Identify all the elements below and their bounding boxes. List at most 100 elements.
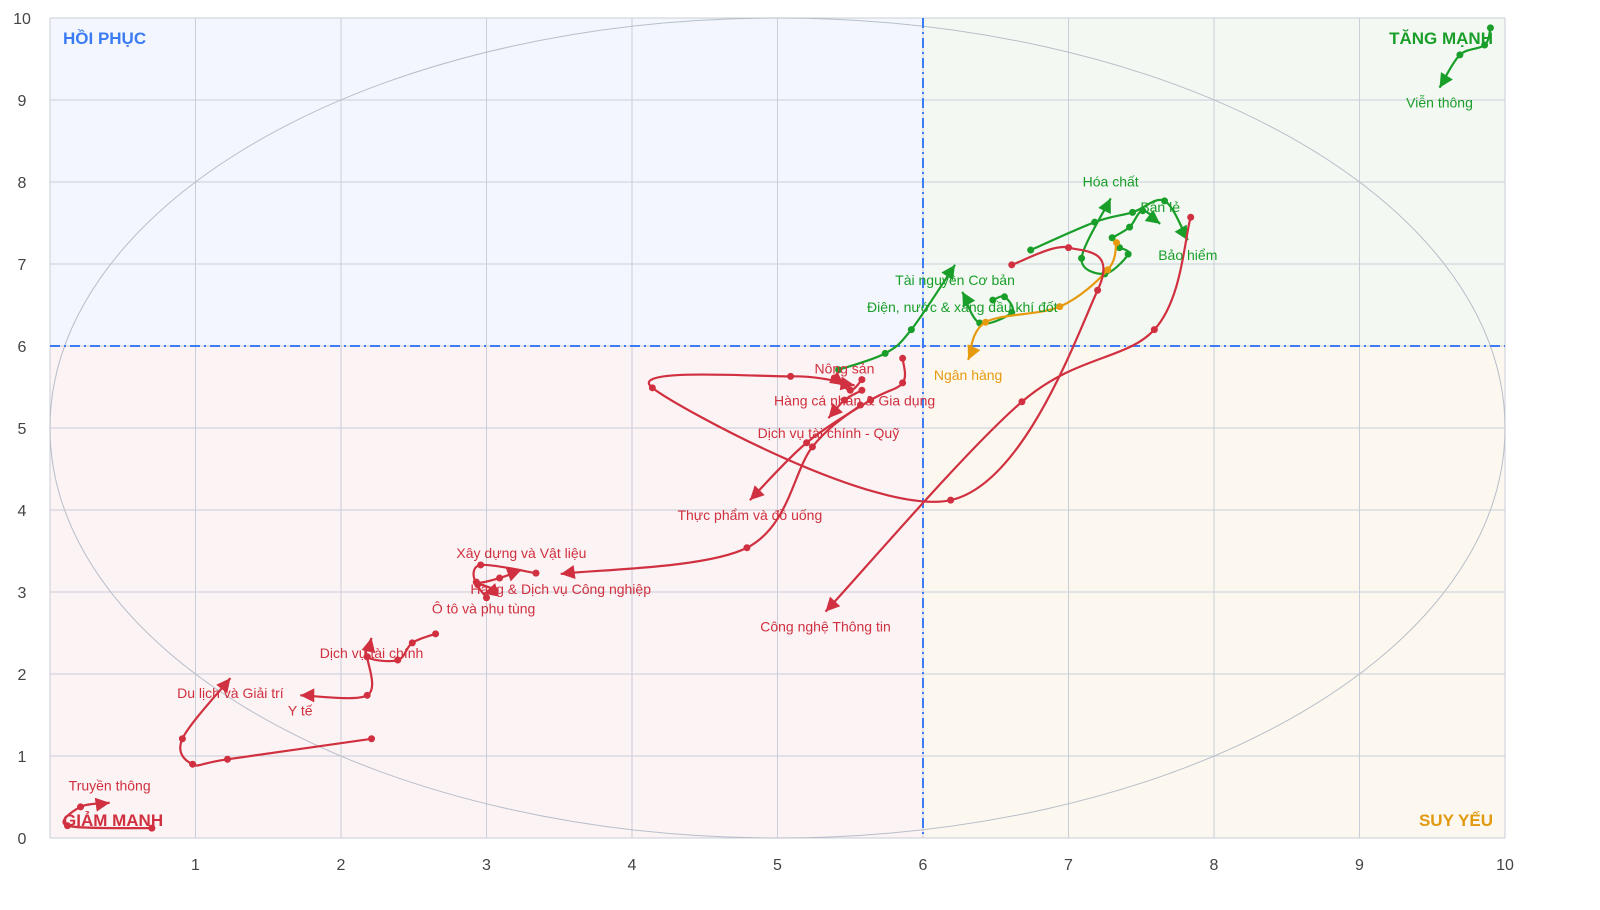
series-point: [532, 569, 540, 577]
series-label: Viễn thông: [1406, 95, 1473, 111]
y-tick-label: 3: [18, 585, 27, 602]
series-label: Bảo hiểm: [1158, 247, 1217, 263]
series: [474, 581, 499, 602]
series: [827, 386, 866, 419]
series-point: [856, 401, 864, 409]
series-arrowhead: [749, 485, 765, 501]
series-label: Hóa chất: [1083, 173, 1139, 189]
series: [1438, 24, 1494, 89]
axis-ticks: 1 2 3 4 5 6 7 8 9 10 0 1 2 3 4 5 6 7 8 9 10: [13, 11, 1514, 874]
series-point: [907, 326, 915, 334]
series: [361, 630, 440, 664]
series-arrowhead: [505, 568, 522, 582]
series: [1108, 207, 1161, 242]
series-point: [63, 822, 71, 830]
series: [560, 401, 864, 579]
series-label: Ngân hàng: [934, 367, 1003, 383]
series-point: [148, 824, 156, 832]
quadrant-label-bottom-right: SUY YẾU: [1419, 811, 1493, 830]
series-line: [647, 245, 1105, 503]
series-point: [474, 581, 482, 589]
series: [967, 239, 1121, 361]
series-point: [1161, 197, 1169, 205]
series-point: [947, 496, 955, 504]
series-point: [408, 639, 416, 647]
series-point: [394, 656, 402, 664]
series-point: [846, 386, 854, 394]
series-label: Bán lẻ: [1140, 199, 1180, 215]
x-tick-label: 2: [337, 857, 346, 874]
series-point: [808, 443, 816, 451]
series: [749, 354, 907, 501]
series-label: Hàng cá nhân & Gia dụng: [774, 392, 935, 408]
series-point: [189, 760, 197, 768]
series: [300, 653, 374, 703]
series-point: [1094, 286, 1102, 294]
series-arrowhead: [483, 583, 499, 597]
series-label: Truyền thông: [69, 778, 151, 794]
series-point: [178, 735, 186, 743]
series-point: [1108, 234, 1116, 242]
series-point: [982, 318, 990, 326]
series-arrowhead: [300, 688, 315, 703]
reference-ellipse: [49, 17, 1506, 839]
series-point: [1124, 250, 1132, 258]
y-tick-label: 5: [18, 421, 27, 438]
series-point: [1065, 244, 1072, 252]
series-label: Xây dựng và Vật liệu: [456, 545, 586, 561]
series-label: Thực phẩm và đồ uống: [677, 507, 822, 523]
series-point: [1113, 239, 1121, 247]
series-arrowhead: [94, 797, 110, 812]
series-point: [77, 803, 85, 811]
x-tick-label: 1: [191, 857, 200, 874]
series-arrowhead: [1144, 209, 1161, 224]
series-arrowhead: [216, 678, 231, 694]
series-point: [989, 296, 997, 304]
series-point: [368, 735, 376, 743]
series-label: Điện, nước & xăng dầu khí đốt: [867, 299, 1058, 315]
series-line: [838, 264, 956, 371]
series-point: [1187, 213, 1195, 221]
series-point: [1078, 254, 1086, 262]
x-tick-label: 4: [628, 857, 637, 874]
series-point: [224, 755, 232, 763]
y-tick-label: 9: [18, 93, 27, 110]
series-arrowhead: [962, 291, 976, 308]
series-point: [1150, 326, 1158, 334]
y-tick-label: 4: [18, 503, 27, 520]
ellipse: [49, 17, 1506, 839]
series-arrowhead: [967, 344, 981, 360]
series-point: [363, 653, 371, 661]
series-point: [1126, 223, 1134, 231]
x-tick-label: 5: [773, 857, 782, 874]
y-tick-label: 6: [18, 339, 27, 356]
x-tick-label: 6: [919, 857, 928, 874]
series-arrowhead: [825, 596, 841, 612]
series-arrowhead: [828, 403, 843, 419]
series-point: [1456, 51, 1464, 59]
quadrant-labels: HỒI PHỤC TĂNG MẠNH GIẢM MẠNH SUY YẾU: [63, 29, 1493, 830]
series-label: Hàng & Dịch vụ Công nghiệp: [470, 581, 651, 597]
series-point: [648, 384, 656, 392]
series-point: [840, 396, 848, 404]
series-point: [483, 594, 490, 602]
series-point: [1129, 208, 1137, 216]
series-point: [881, 349, 889, 357]
series-point: [867, 396, 875, 404]
series: [647, 244, 1105, 504]
center-dividers: [50, 18, 1505, 838]
x-tick-label: 8: [1210, 857, 1219, 874]
series-label: Nông sản: [814, 360, 874, 376]
y-tick-label: 1: [18, 749, 27, 766]
series-arrowhead: [941, 264, 956, 281]
series-label: Dịch vụ tài chính: [320, 645, 424, 661]
quadrant-label-bottom-left: GIẢM MẠNH: [63, 811, 163, 830]
series-arrowhead: [560, 565, 576, 579]
series: [835, 264, 956, 374]
series-point: [1139, 207, 1147, 215]
series: [828, 371, 866, 394]
series-point: [432, 630, 440, 638]
series-arrowhead: [1098, 198, 1111, 215]
